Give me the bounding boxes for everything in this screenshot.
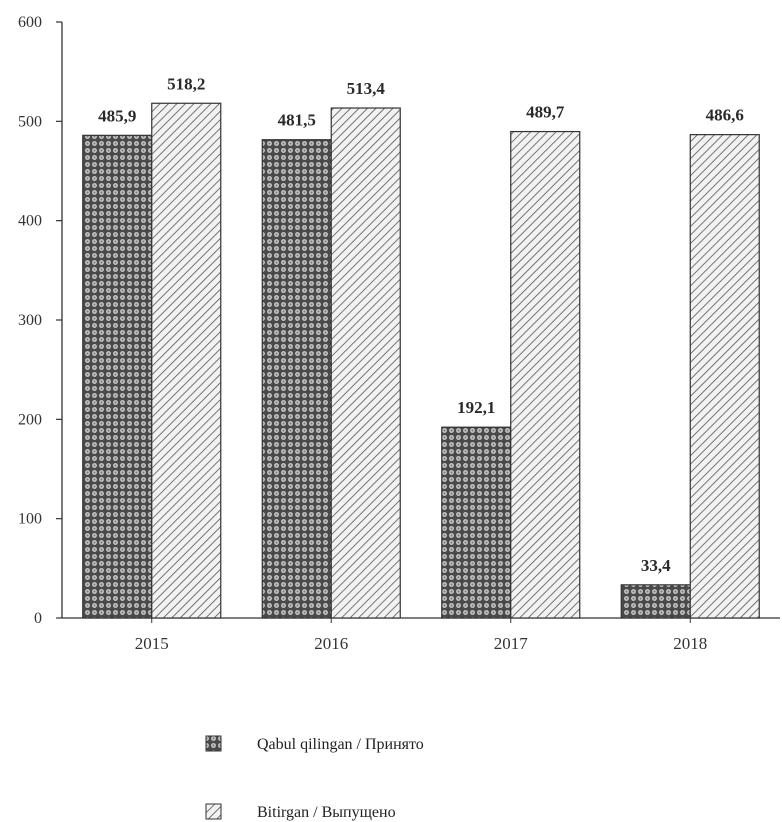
x-tick-label: 2016 [314, 634, 348, 653]
y-tick-label: 100 [18, 511, 42, 528]
data-label: 486,6 [706, 106, 744, 125]
x-tick-labels: 2015 2016 2017 2018 [135, 618, 707, 653]
y-tick-label: 300 [18, 312, 42, 329]
bar-graduated [330, 107, 401, 619]
legend-label-graduated: Bitirgan / Выпущено [257, 804, 396, 821]
y-tick-label: 400 [18, 213, 42, 230]
data-label: 489,7 [526, 103, 565, 122]
data-label: 481,5 [278, 111, 316, 130]
y-ticks: 0 100 200 300 400 500 600 [18, 14, 62, 627]
y-tick-label: 500 [18, 113, 42, 130]
bar-graduated [151, 102, 222, 619]
bar-graduated [510, 130, 581, 619]
data-label: 513,4 [347, 79, 386, 98]
bar-accepted [261, 139, 332, 619]
legend: Qabul qilingan / Принято Bitirgan / Выпу… [205, 735, 424, 821]
bar-graduated [689, 134, 760, 619]
bar-accepted [82, 134, 153, 619]
data-label: 192,1 [457, 398, 495, 417]
y-tick-label: 0 [34, 610, 42, 627]
x-tick-label: 2018 [673, 634, 707, 653]
y-tick-label: 600 [18, 14, 42, 31]
bar-accepted [620, 584, 691, 619]
data-label: 33,4 [641, 556, 671, 575]
legend-swatch-graduated [205, 803, 222, 820]
legend-swatch-accepted [205, 735, 222, 752]
bar-accepted [441, 426, 512, 619]
x-tick-label: 2017 [494, 634, 529, 653]
bars: 485,9 518,2 481,5 513,4 192,1 489,7 33,4 486,6 [82, 74, 760, 619]
y-tick-label: 200 [18, 411, 42, 428]
x-tick-label: 2015 [135, 634, 169, 653]
legend-label-accepted: Qabul qilingan / Принято [257, 736, 424, 753]
data-label: 518,2 [167, 74, 205, 93]
data-label: 485,9 [98, 106, 136, 125]
